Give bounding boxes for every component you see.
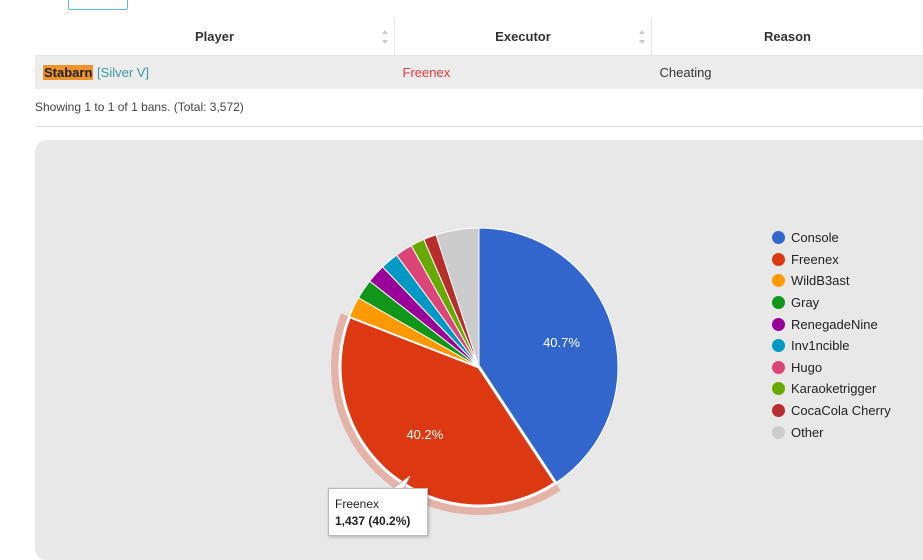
legend-label: Freenex	[791, 252, 839, 267]
legend-item-hugo[interactable]: Hugo	[772, 357, 891, 379]
legend-item-gray[interactable]: Gray	[772, 292, 891, 314]
chart-legend: Console Freenex WildB3ast Gray RenegadeNine I…	[772, 227, 891, 443]
tooltip-value: 1,437 (40.2%)	[335, 513, 427, 530]
legend-item-karaoketrigger[interactable]: Karaoketrigger	[772, 378, 891, 400]
legend-label: Karaoketrigger	[791, 381, 876, 396]
legend-label: Other	[791, 425, 824, 440]
legend-item-renegadenine[interactable]: RenegadeNine	[772, 313, 891, 335]
legend-label: Inv1ncible	[791, 338, 850, 353]
legend-dot-icon	[772, 274, 785, 287]
legend-label: Gray	[791, 295, 819, 310]
legend-label: Hugo	[791, 360, 822, 375]
legend-item-cocacola-cherry[interactable]: CocaCola Cherry	[772, 400, 891, 422]
legend-label: RenegadeNine	[791, 317, 878, 332]
legend-dot-icon	[772, 426, 785, 439]
slice-label-console: 40.7%	[543, 335, 580, 350]
legend-label: WildB3ast	[791, 273, 850, 288]
legend-item-console[interactable]: Console	[772, 227, 891, 249]
legend-dot-icon	[772, 231, 785, 244]
legend-item-inv1ncible[interactable]: Inv1ncible	[772, 335, 891, 357]
slice-label-freenex: 40.2%	[406, 427, 443, 442]
legend-item-wildb3ast[interactable]: WildB3ast	[772, 270, 891, 292]
chart-tooltip: Freenex 1,437 (40.2%)	[328, 488, 428, 536]
tooltip-title: Freenex	[335, 496, 427, 513]
legend-dot-icon	[772, 253, 785, 266]
legend-dot-icon	[772, 404, 785, 417]
legend-label: CocaCola Cherry	[791, 403, 891, 418]
legend-dot-icon	[772, 339, 785, 352]
legend-dot-icon	[772, 318, 785, 331]
legend-dot-icon	[772, 382, 785, 395]
legend-dot-icon	[772, 361, 785, 374]
legend-item-other[interactable]: Other	[772, 421, 891, 443]
legend-item-freenex[interactable]: Freenex	[772, 249, 891, 271]
legend-dot-icon	[772, 296, 785, 309]
legend-label: Console	[791, 230, 839, 245]
